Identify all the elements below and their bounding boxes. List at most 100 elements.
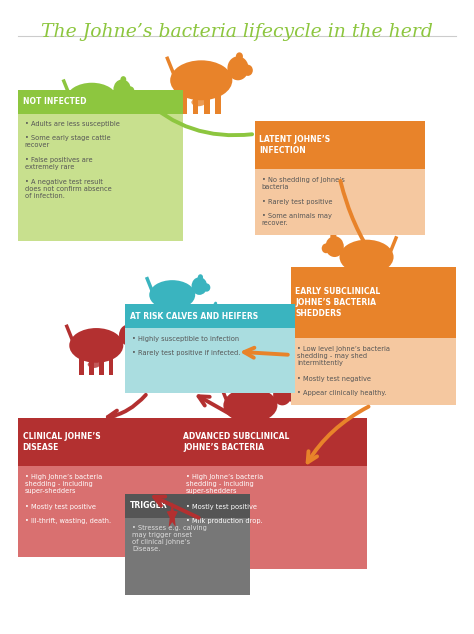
FancyArrowPatch shape bbox=[308, 406, 369, 462]
Text: • Some early stage cattle
recover: • Some early stage cattle recover bbox=[25, 135, 110, 148]
FancyBboxPatch shape bbox=[255, 121, 425, 169]
Ellipse shape bbox=[217, 307, 221, 312]
Ellipse shape bbox=[339, 240, 393, 275]
Ellipse shape bbox=[243, 65, 253, 76]
Text: TRIGGER: TRIGGER bbox=[130, 501, 167, 510]
Ellipse shape bbox=[358, 273, 370, 280]
Text: • Stresses e.g. calving
may trigger onset
of clinical Johne’s
Disease.: • Stresses e.g. calving may trigger onse… bbox=[132, 526, 207, 552]
Text: • High Johne’s bacteria
shedding - including
super-shedders: • High Johne’s bacteria shedding - inclu… bbox=[186, 474, 263, 493]
FancyBboxPatch shape bbox=[243, 418, 248, 435]
FancyBboxPatch shape bbox=[75, 111, 80, 127]
Ellipse shape bbox=[203, 283, 210, 292]
Ellipse shape bbox=[185, 305, 212, 323]
Ellipse shape bbox=[88, 361, 100, 368]
FancyBboxPatch shape bbox=[18, 418, 183, 466]
Text: • No shedding of Johne’s
bacteria: • No shedding of Johne’s bacteria bbox=[262, 177, 345, 190]
FancyBboxPatch shape bbox=[255, 169, 425, 235]
FancyBboxPatch shape bbox=[89, 358, 94, 375]
Text: EARLY SUBCLINICAL
JOHNE’S BACTERIA
SHEDDERS: EARLY SUBCLINICAL JOHNE’S BACTERIA SHEDD… bbox=[295, 287, 380, 318]
Text: • False positives are
extremely rare: • False positives are extremely rare bbox=[25, 157, 92, 171]
FancyBboxPatch shape bbox=[263, 418, 268, 435]
Ellipse shape bbox=[210, 304, 219, 314]
Ellipse shape bbox=[119, 325, 137, 346]
Text: • Some animals may
recover.: • Some animals may recover. bbox=[262, 213, 331, 226]
FancyBboxPatch shape bbox=[18, 466, 183, 557]
Polygon shape bbox=[167, 502, 178, 527]
FancyArrowPatch shape bbox=[154, 496, 199, 518]
Text: CLINICAL JOHNE’S
DISEASE: CLINICAL JOHNE’S DISEASE bbox=[23, 432, 100, 452]
FancyBboxPatch shape bbox=[79, 358, 84, 375]
FancyBboxPatch shape bbox=[291, 339, 456, 405]
FancyBboxPatch shape bbox=[18, 90, 183, 113]
FancyBboxPatch shape bbox=[204, 94, 210, 114]
FancyArrowPatch shape bbox=[244, 347, 288, 358]
Text: • A negative test result
does not confirm absence
of infection.: • A negative test result does not confir… bbox=[25, 179, 111, 200]
Text: The Johne’s bacteria lifecycle in the herd: The Johne’s bacteria lifecycle in the he… bbox=[41, 23, 433, 41]
FancyBboxPatch shape bbox=[179, 418, 366, 466]
Ellipse shape bbox=[214, 302, 217, 305]
Text: • Mostly test positive: • Mostly test positive bbox=[25, 504, 96, 510]
Ellipse shape bbox=[133, 332, 141, 342]
FancyBboxPatch shape bbox=[369, 269, 374, 287]
Text: • Milk production drop.: • Milk production drop. bbox=[186, 518, 263, 524]
Text: • Rarely test positive if infected.: • Rarely test positive if infected. bbox=[132, 350, 240, 356]
FancyBboxPatch shape bbox=[174, 305, 179, 320]
Ellipse shape bbox=[228, 56, 248, 81]
FancyBboxPatch shape bbox=[379, 269, 384, 287]
FancyArrowPatch shape bbox=[144, 98, 252, 135]
Ellipse shape bbox=[198, 275, 203, 280]
FancyBboxPatch shape bbox=[94, 111, 99, 127]
Ellipse shape bbox=[83, 114, 95, 120]
FancyArrowPatch shape bbox=[340, 181, 376, 261]
Ellipse shape bbox=[120, 76, 126, 83]
Ellipse shape bbox=[273, 385, 292, 405]
Ellipse shape bbox=[191, 98, 206, 107]
FancyBboxPatch shape bbox=[125, 328, 295, 392]
FancyBboxPatch shape bbox=[349, 269, 354, 287]
Text: LATENT JOHNE’S
INFECTION: LATENT JOHNE’S INFECTION bbox=[259, 135, 330, 155]
Text: • Adults are less susceptible: • Adults are less susceptible bbox=[25, 121, 120, 127]
FancyBboxPatch shape bbox=[103, 111, 108, 127]
FancyBboxPatch shape bbox=[85, 111, 90, 127]
Ellipse shape bbox=[223, 388, 277, 423]
Text: • Low level Johne’s bacteria
shedding - may shed
intermittently: • Low level Johne’s bacteria shedding - … bbox=[297, 346, 390, 366]
FancyBboxPatch shape bbox=[195, 320, 198, 328]
FancyBboxPatch shape bbox=[291, 266, 456, 339]
Text: • Ill-thrift, wasting, death.: • Ill-thrift, wasting, death. bbox=[25, 518, 111, 524]
Ellipse shape bbox=[287, 392, 295, 401]
FancyBboxPatch shape bbox=[18, 113, 183, 242]
Ellipse shape bbox=[281, 381, 287, 388]
FancyBboxPatch shape bbox=[125, 304, 295, 328]
Text: ADVANCED SUBCLINICAL
JOHNE’S BACTERIA: ADVANCED SUBCLINICAL JOHNE’S BACTERIA bbox=[183, 432, 290, 452]
Ellipse shape bbox=[113, 79, 131, 100]
FancyBboxPatch shape bbox=[233, 418, 238, 435]
FancyBboxPatch shape bbox=[109, 358, 113, 375]
Text: • Rarely test positive: • Rarely test positive bbox=[262, 199, 332, 205]
Ellipse shape bbox=[69, 328, 123, 363]
Text: NOT INFECTED: NOT INFECTED bbox=[23, 97, 86, 107]
FancyArrowPatch shape bbox=[108, 395, 146, 420]
FancyBboxPatch shape bbox=[125, 518, 250, 595]
Ellipse shape bbox=[126, 86, 135, 96]
Text: • Highly susceptible to infection: • Highly susceptible to infection bbox=[132, 336, 239, 342]
Ellipse shape bbox=[242, 421, 254, 428]
FancyBboxPatch shape bbox=[179, 466, 366, 569]
FancyBboxPatch shape bbox=[253, 418, 258, 435]
FancyBboxPatch shape bbox=[191, 320, 193, 328]
FancyBboxPatch shape bbox=[205, 320, 208, 328]
Ellipse shape bbox=[195, 321, 201, 325]
Ellipse shape bbox=[165, 308, 175, 314]
Ellipse shape bbox=[236, 53, 243, 60]
FancyArrowPatch shape bbox=[199, 396, 235, 417]
FancyBboxPatch shape bbox=[182, 94, 187, 114]
FancyBboxPatch shape bbox=[158, 305, 162, 320]
Ellipse shape bbox=[325, 236, 344, 257]
Ellipse shape bbox=[170, 60, 232, 100]
FancyBboxPatch shape bbox=[125, 494, 250, 518]
Text: • Appear clinically healthy.: • Appear clinically healthy. bbox=[297, 390, 387, 396]
Text: • Mostly test negative: • Mostly test negative bbox=[297, 377, 371, 382]
Text: AT RISK CALVES AND HEIFERS: AT RISK CALVES AND HEIFERS bbox=[130, 312, 258, 321]
FancyBboxPatch shape bbox=[359, 269, 364, 287]
FancyBboxPatch shape bbox=[215, 94, 221, 114]
Text: • High Johne’s bacteria
shedding - including
super-shedders: • High Johne’s bacteria shedding - inclu… bbox=[25, 474, 102, 493]
